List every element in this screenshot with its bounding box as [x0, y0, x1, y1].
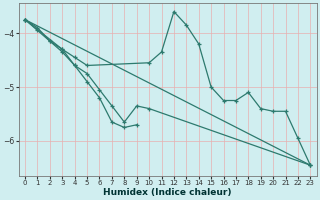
X-axis label: Humidex (Indice chaleur): Humidex (Indice chaleur) — [103, 188, 232, 197]
